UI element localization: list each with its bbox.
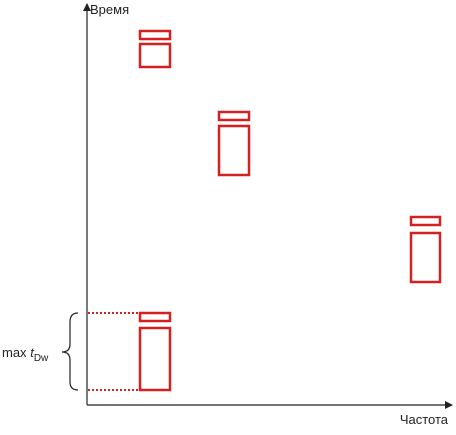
brace — [61, 312, 79, 391]
slot-large — [138, 42, 172, 69]
hop-2 — [217, 110, 251, 177]
slot-small — [138, 29, 172, 41]
annotation-subscript: Dw — [34, 353, 49, 364]
annotation-symbol: t — [30, 345, 35, 360]
annotation-prefix: max — [2, 345, 27, 360]
slot-small — [138, 311, 172, 323]
slot-large — [138, 326, 172, 392]
slot-large — [409, 231, 442, 284]
x-axis-label: Частота — [400, 412, 449, 427]
slot-large — [217, 124, 251, 177]
hop-1 — [138, 29, 172, 69]
annotation-label: max tDw — [2, 345, 49, 364]
y-axis-label: Время — [90, 2, 129, 17]
slot-small — [409, 215, 442, 227]
slot-small — [217, 110, 251, 122]
hop-3 — [409, 215, 442, 284]
hop-4 — [138, 311, 172, 392]
